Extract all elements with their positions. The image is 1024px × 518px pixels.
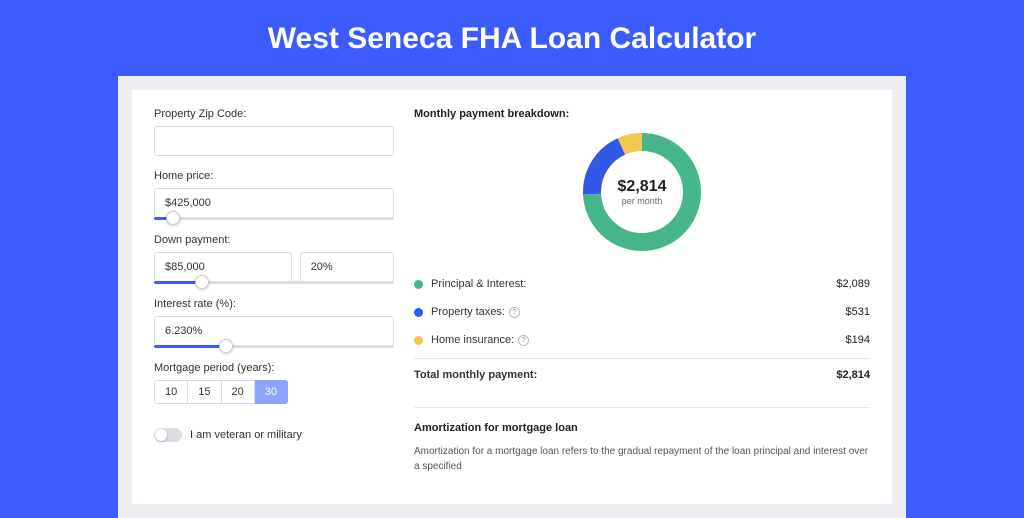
period-btn-30[interactable]: 30 [255,380,288,404]
legend-dot [414,280,423,289]
total-label: Total monthly payment: [414,369,836,381]
breakdown-title: Monthly payment breakdown: [414,108,870,120]
donut-sub: per month [618,196,667,206]
legend-label: Principal & Interest: [431,278,836,290]
down-payment-pct-input[interactable] [300,252,394,282]
interest-rate-input[interactable] [154,316,394,346]
amort-section: Amortization for mortgage loan Amortizat… [414,407,870,474]
donut-center: $2,814 per month [618,178,667,206]
form-panel: Property Zip Code: Home price: Down paym… [154,108,394,474]
legend-row: Principal & Interest:$2,089 [414,270,870,298]
mortgage-period-label: Mortgage period (years): [154,362,394,374]
slider-thumb[interactable] [219,339,233,353]
total-value: $2,814 [836,369,870,381]
donut-chart: $2,814 per month [582,132,702,252]
home-price-input[interactable] [154,188,394,218]
legend-label: Property taxes:? [431,306,846,318]
zip-label: Property Zip Code: [154,108,394,120]
interest-rate-slider[interactable] [154,345,394,348]
legend-value: $2,089 [836,278,870,290]
down-payment-inputs [154,252,394,282]
legend: Principal & Interest:$2,089Property taxe… [414,270,870,354]
donut-amount: $2,814 [618,178,667,196]
legend-dot [414,336,423,345]
period-btn-15[interactable]: 15 [188,380,221,404]
legend-label: Home insurance:? [431,334,846,346]
slider-fill [154,345,226,348]
calculator-card: Property Zip Code: Home price: Down paym… [118,76,906,518]
veteran-row: I am veteran or military [154,428,394,442]
info-icon[interactable]: ? [518,335,529,346]
down-payment-label: Down payment: [154,234,394,246]
legend-dot [414,308,423,317]
mortgage-period-field: Mortgage period (years): 10152030 [154,362,394,404]
down-payment-input[interactable] [154,252,292,282]
down-payment-slider[interactable] [154,281,394,284]
legend-value: $194 [846,334,870,346]
page-title: West Seneca FHA Loan Calculator [0,0,1024,76]
card-inner: Property Zip Code: Home price: Down paym… [132,90,892,504]
amort-text: Amortization for a mortgage loan refers … [414,444,870,474]
period-buttons: 10152030 [154,380,394,404]
amort-title: Amortization for mortgage loan [414,422,870,434]
interest-rate-label: Interest rate (%): [154,298,394,310]
zip-input[interactable] [154,126,394,156]
slider-thumb[interactable] [166,211,180,225]
donut-container: $2,814 per month [414,132,870,252]
period-btn-20[interactable]: 20 [222,380,255,404]
legend-row: Property taxes:?$531 [414,298,870,326]
home-price-label: Home price: [154,170,394,182]
period-btn-10[interactable]: 10 [154,380,188,404]
info-icon[interactable]: ? [509,307,520,318]
home-price-slider[interactable] [154,217,394,220]
slider-thumb[interactable] [195,275,209,289]
down-payment-field: Down payment: [154,234,394,284]
veteran-label: I am veteran or military [190,429,302,441]
zip-field: Property Zip Code: [154,108,394,156]
interest-rate-field: Interest rate (%): [154,298,394,348]
legend-total: Total monthly payment: $2,814 [414,358,870,389]
legend-value: $531 [846,306,870,318]
home-price-field: Home price: [154,170,394,220]
veteran-toggle[interactable] [154,428,182,442]
legend-row: Home insurance:?$194 [414,326,870,354]
results-panel: Monthly payment breakdown: $2,814 per mo… [414,108,870,474]
